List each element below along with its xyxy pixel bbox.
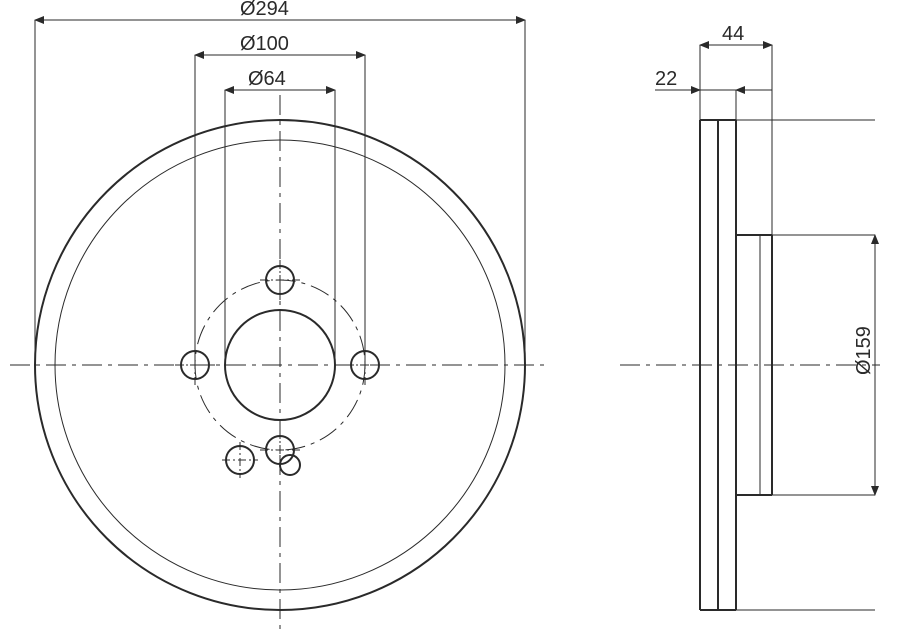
technical-drawing: Ø294 Ø100 Ø64 44 (0, 0, 900, 644)
dim-d159: Ø159 (853, 326, 875, 375)
dim-w22: 22 (655, 68, 677, 90)
dim-d294: Ø294 (240, 0, 289, 20)
side-view (620, 120, 880, 610)
side-dimensions: 44 22 Ø159 (655, 23, 875, 610)
dim-w44: 44 (722, 23, 744, 45)
dim-d100: Ø100 (240, 33, 289, 55)
front-view (10, 95, 550, 635)
aux-hole-small (280, 455, 300, 475)
dim-d64: Ø64 (248, 68, 286, 90)
